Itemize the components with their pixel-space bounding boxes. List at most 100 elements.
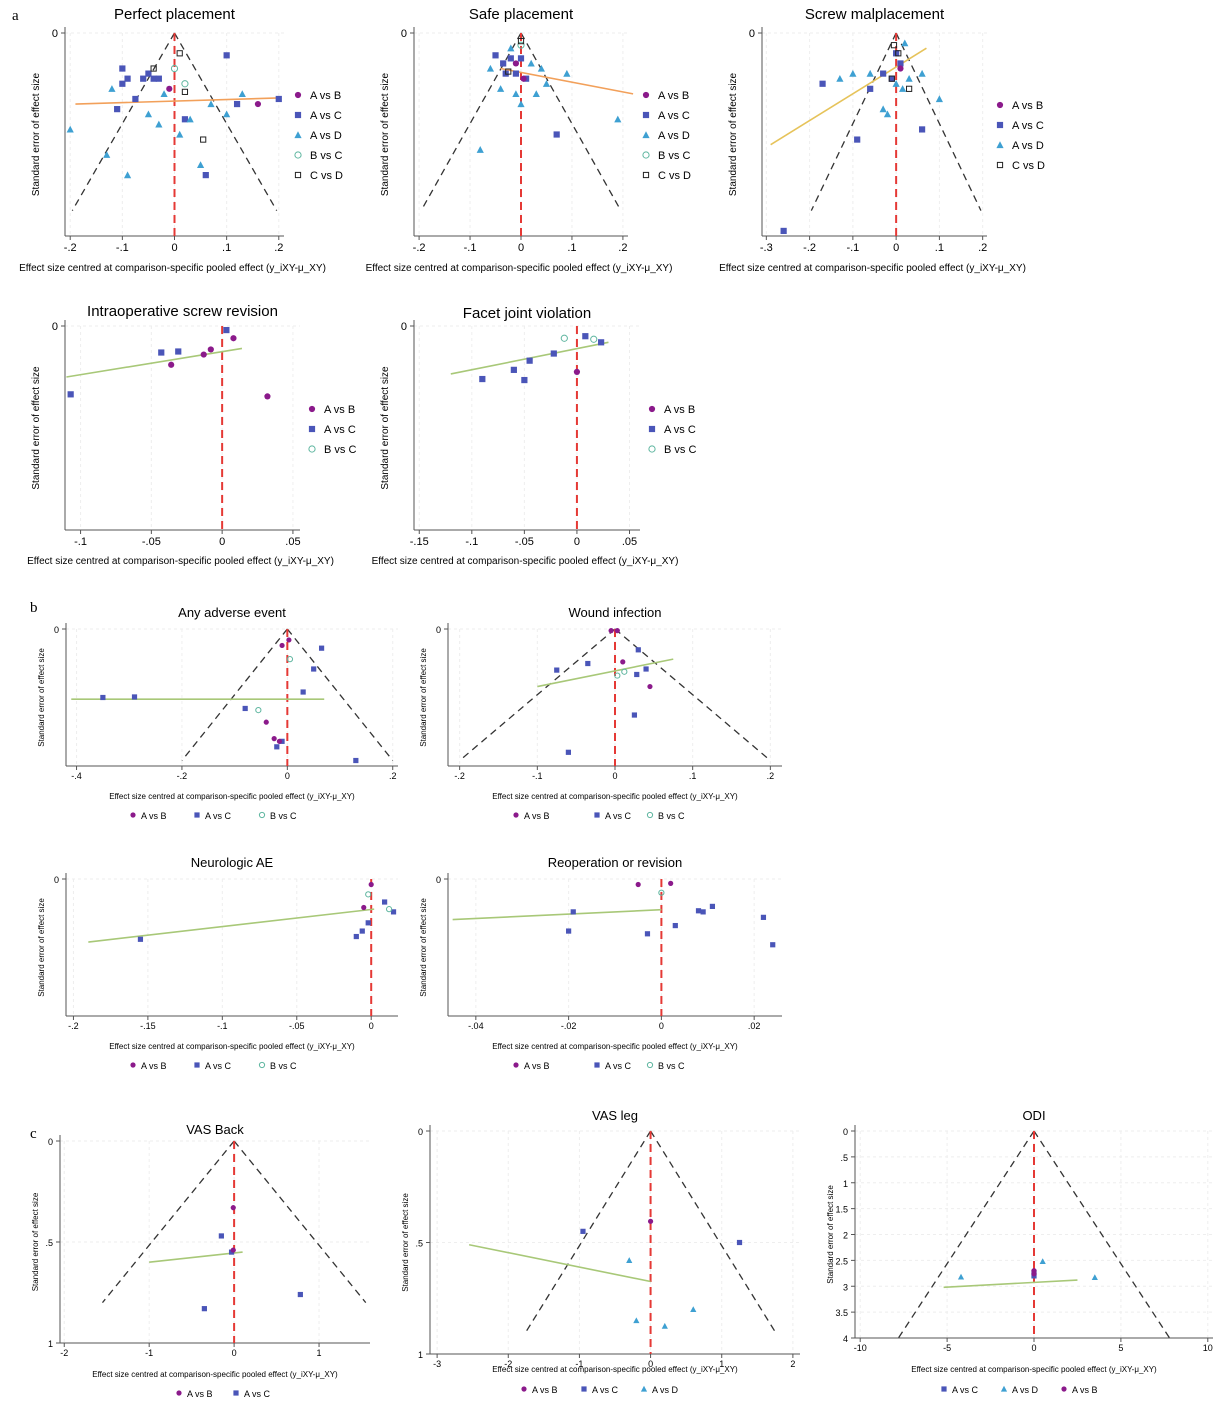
- x-tick-label: -.05: [515, 536, 534, 548]
- legend-label: A vs B: [141, 811, 167, 821]
- panel-label-b: b: [30, 600, 38, 616]
- x-tick-label: 0: [574, 536, 580, 548]
- data-point: [879, 105, 887, 113]
- x-tick-label: -.4: [71, 771, 82, 781]
- y-tick-label: 3: [843, 1282, 848, 1292]
- y-tick-label: 0: [401, 321, 407, 333]
- data-point: [553, 131, 560, 138]
- funnel-right: [173, 32, 278, 211]
- x-axis-label: Effect size centred at comparison-specif…: [719, 263, 1026, 274]
- legend-label: A vs C: [244, 1389, 271, 1399]
- legend-marker: [594, 1062, 600, 1068]
- data-point: [542, 80, 551, 87]
- legend-label: A vs C: [952, 1385, 979, 1395]
- data-point: [520, 75, 527, 82]
- legend-marker: [130, 1062, 136, 1068]
- data-point: [537, 64, 545, 72]
- data-point: [150, 75, 157, 82]
- data-point: [207, 100, 215, 108]
- data-point: [866, 69, 874, 77]
- data-point: [672, 922, 678, 929]
- y-tick-label: 3.5: [835, 1308, 848, 1318]
- regression-fit-line: [88, 908, 375, 943]
- x-tick-label: 0: [232, 1348, 237, 1358]
- data-point: [1039, 1258, 1046, 1265]
- legend-marker: [258, 811, 266, 819]
- legend-marker: [642, 171, 650, 179]
- legend-marker: [648, 425, 656, 433]
- data-point: [311, 666, 317, 672]
- legend-marker: [642, 131, 650, 139]
- legend-marker: [294, 111, 302, 119]
- data-point: [275, 95, 282, 103]
- data-point: [274, 744, 280, 750]
- legend-label: A vs B: [658, 90, 689, 102]
- y-tick-label: .5: [415, 1239, 423, 1249]
- chart-malplacement: -.3 -.2 -.1 0 .1 .2 0 Screw malplacement Standar…: [719, 6, 1045, 274]
- data-point: [690, 1306, 697, 1312]
- y-axis-label: Standard error of effect size: [31, 366, 42, 490]
- y-tick-label: 0: [843, 1127, 848, 1137]
- x-tick-label: -.1: [532, 771, 543, 781]
- data-point: [760, 914, 767, 920]
- data-point: [300, 689, 306, 695]
- data-point: [918, 69, 926, 77]
- y-axis-label: Standard error of effect size: [728, 72, 739, 196]
- x-tick-label: -1: [145, 1348, 153, 1358]
- legend-label: A vs C: [658, 110, 690, 122]
- data-point: [359, 928, 365, 934]
- x-tick-label: -10: [854, 1343, 867, 1353]
- data-point: [620, 659, 626, 665]
- data-point: [918, 126, 926, 133]
- data-point: [196, 161, 205, 169]
- data-point: [492, 52, 499, 59]
- legend-label: C vs D: [310, 170, 343, 182]
- data-point: [108, 85, 116, 92]
- data-point: [644, 931, 651, 937]
- data-point: [150, 65, 157, 72]
- data-point: [124, 75, 131, 82]
- legend-label: A vs C: [664, 424, 696, 436]
- funnel-left: [897, 1130, 1035, 1339]
- funnel-left: [810, 32, 897, 211]
- legend-marker: [308, 425, 316, 433]
- legend-label: A vs B: [1072, 1385, 1098, 1395]
- x-tick-label: -.05: [142, 536, 161, 548]
- x-tick-label: -.1: [465, 536, 478, 548]
- data-point: [510, 366, 517, 373]
- data-point: [892, 80, 900, 87]
- x-tick-label: -.15: [140, 1021, 156, 1031]
- x-tick-label: 0: [1031, 1343, 1036, 1353]
- data-point: [361, 904, 367, 911]
- data-point: [849, 69, 857, 77]
- data-point: [200, 351, 207, 358]
- x-tick-label: -.1: [846, 242, 859, 254]
- legend-label: A vs C: [324, 424, 356, 436]
- legend-marker: [594, 812, 600, 818]
- y-tick-label: 1: [843, 1179, 848, 1189]
- data-point: [888, 75, 895, 82]
- legend-label: A vs B: [324, 404, 355, 416]
- legend-label: A vs B: [524, 811, 550, 821]
- legend-marker: [513, 812, 519, 818]
- legend-label: A vs D: [1012, 140, 1044, 152]
- data-point: [905, 74, 913, 82]
- y-tick-label: 2: [843, 1231, 848, 1241]
- legend-label: C vs D: [658, 170, 691, 182]
- data-point: [131, 694, 138, 700]
- regression-fit-line: [468, 1243, 651, 1283]
- data-point: [103, 151, 111, 158]
- data-point: [286, 637, 292, 643]
- legend-marker: [581, 1386, 587, 1392]
- data-point: [854, 136, 861, 143]
- x-tick-label: -2: [60, 1348, 68, 1358]
- x-tick-label: -.2: [68, 1021, 79, 1031]
- x-tick-label: 1: [719, 1359, 724, 1369]
- legend-marker: [642, 91, 650, 99]
- data-point: [695, 908, 702, 914]
- data-point: [223, 326, 230, 334]
- data-point: [390, 909, 397, 915]
- y-tick-label: 0: [54, 625, 59, 635]
- data-point: [264, 393, 271, 400]
- x-tick-label: -.05: [289, 1021, 305, 1031]
